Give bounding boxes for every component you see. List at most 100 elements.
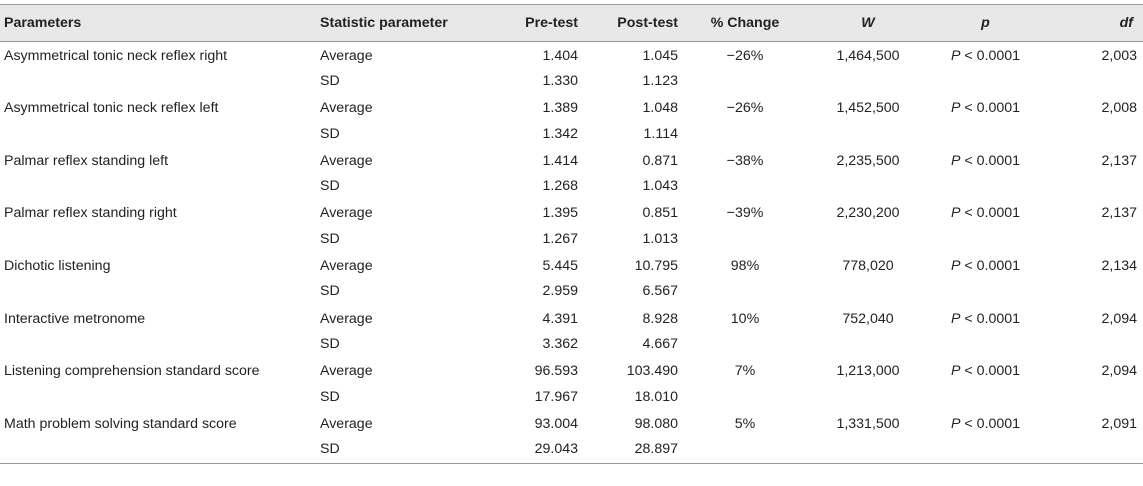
percent-change-cell	[678, 173, 812, 199]
p-value-cell	[924, 435, 1047, 464]
pre-test-cell: 17.967	[534, 388, 578, 405]
p-value-cell: P < 0.0001	[924, 94, 1047, 120]
post-test-cell: 1.048	[642, 100, 678, 117]
statistic-cell: SD	[320, 125, 340, 142]
statistic-cell: Average	[320, 415, 373, 432]
statistic-cell: SD	[320, 72, 340, 89]
df-cell	[1047, 383, 1143, 409]
header-df: df	[1047, 4, 1143, 42]
p-value-cell	[924, 383, 1047, 409]
pre-test-cell: 2.959	[542, 283, 578, 300]
parameter-cell: Dichotic listening	[4, 258, 111, 275]
w-cell	[812, 331, 924, 357]
table-row: Dichotic listening Average 5.445 10.795 98% 7…	[0, 252, 1143, 278]
percent-change-cell: 10%	[730, 310, 760, 327]
percent-change-cell	[678, 331, 812, 357]
post-test-cell: 0.871	[642, 152, 678, 169]
header-statistic-parameter: Statistic parameter	[320, 4, 498, 42]
table-row: Listening comprehension standard score Av…	[0, 357, 1143, 383]
parameter-cell: Palmar reflex standing left	[4, 152, 169, 169]
df-cell	[1047, 278, 1143, 304]
statistic-cell: Average	[320, 258, 373, 275]
table-row: Palmar reflex standing left Average 1.414 0…	[0, 147, 1143, 173]
pre-test-cell: 3.362	[542, 335, 578, 352]
post-test-cell: 18.010	[634, 388, 678, 405]
percent-change-cell	[678, 120, 812, 146]
percent-change-cell: −26%	[726, 100, 764, 117]
df-cell	[1047, 435, 1143, 464]
df-cell	[1047, 173, 1143, 199]
p-letter: P	[950, 152, 961, 169]
table-row: SD 29.043 28.897	[0, 435, 1143, 464]
w-cell	[812, 120, 924, 146]
p-value-cell	[924, 226, 1047, 252]
p-value-cell: P < 0.0001	[924, 199, 1047, 225]
p-value-cell: P < 0.0001	[924, 252, 1047, 278]
p-letter: P	[950, 363, 961, 380]
p-letter: P	[950, 415, 961, 432]
w-cell: 2,230,200	[836, 205, 900, 222]
table-body: Asymmetrical tonic neck reflex right Aver…	[0, 42, 1143, 464]
percent-change-cell: −38%	[726, 152, 764, 169]
pre-test-cell: 96.593	[534, 363, 578, 380]
p-threshold: < 0.0001	[960, 363, 1021, 380]
parameter-cell	[0, 68, 320, 94]
parameter-cell	[0, 173, 320, 199]
w-cell	[812, 173, 924, 199]
table-row: Asymmetrical tonic neck reflex left Avera…	[0, 94, 1143, 120]
df-cell	[1047, 68, 1143, 94]
parameter-cell: Palmar reflex standing right	[4, 205, 177, 222]
p-value-cell	[924, 120, 1047, 146]
p-value-cell: P < 0.0001	[924, 42, 1047, 68]
table-row: Interactive metronome Average 4.391 8.928 10…	[0, 304, 1143, 330]
post-test-cell: 1.114	[643, 125, 678, 142]
p-value-cell: P < 0.0001	[924, 147, 1047, 173]
statistic-cell: SD	[320, 283, 340, 300]
df-cell	[1047, 331, 1143, 357]
pre-test-cell: 1.395	[542, 205, 578, 222]
pre-test-cell: 1.330	[542, 72, 578, 89]
percent-change-cell: −26%	[726, 47, 764, 64]
table-row: SD 1.330 1.123	[0, 68, 1143, 94]
table-row: SD 2.959 6.567	[0, 278, 1143, 304]
parameter-cell: Math problem solving standard score	[4, 415, 237, 432]
df-cell: 2,091	[1101, 415, 1137, 432]
parameter-cell	[0, 226, 320, 252]
df-cell	[1047, 226, 1143, 252]
percent-change-cell: 7%	[734, 363, 756, 380]
post-test-cell: 1.043	[642, 178, 678, 195]
table-row: SD 1.342 1.114	[0, 120, 1143, 146]
percent-change-cell	[678, 383, 812, 409]
statistic-cell: Average	[320, 152, 373, 169]
w-cell: 1,464,500	[836, 47, 900, 64]
table-row: Palmar reflex standing right Average 1.395…	[0, 199, 1143, 225]
pre-test-cell: 1.268	[542, 178, 578, 195]
header-pre-test: Pre-test	[498, 4, 578, 42]
df-cell: 2,003	[1101, 47, 1137, 64]
header-post-test: Post-test	[578, 4, 678, 42]
header-w: W	[812, 4, 924, 42]
df-cell: 2,134	[1101, 258, 1137, 275]
p-value-cell: P < 0.0001	[924, 304, 1047, 330]
statistic-cell: SD	[320, 230, 340, 247]
percent-change-cell	[678, 278, 812, 304]
parameter-cell: Asymmetrical tonic neck reflex left	[4, 100, 219, 117]
p-threshold: < 0.0001	[960, 152, 1021, 169]
p-value-cell: P < 0.0001	[924, 357, 1047, 383]
post-test-cell: 98.080	[634, 415, 678, 432]
statistic-cell: SD	[320, 178, 340, 195]
df-cell	[1047, 120, 1143, 146]
df-cell: 2,137	[1101, 152, 1137, 169]
statistic-cell: Average	[320, 363, 373, 380]
p-letter: P	[950, 47, 961, 64]
parameter-cell: Listening comprehension standard score	[4, 363, 260, 380]
post-test-cell: 8.928	[642, 310, 678, 327]
p-value-cell	[924, 278, 1047, 304]
parameter-cell	[0, 331, 320, 357]
post-test-cell: 103.490	[626, 363, 678, 380]
p-value-cell	[924, 173, 1047, 199]
df-cell: 2,094	[1101, 310, 1137, 327]
header-parameters: Parameters	[0, 4, 320, 42]
statistic-cell: Average	[320, 47, 373, 64]
